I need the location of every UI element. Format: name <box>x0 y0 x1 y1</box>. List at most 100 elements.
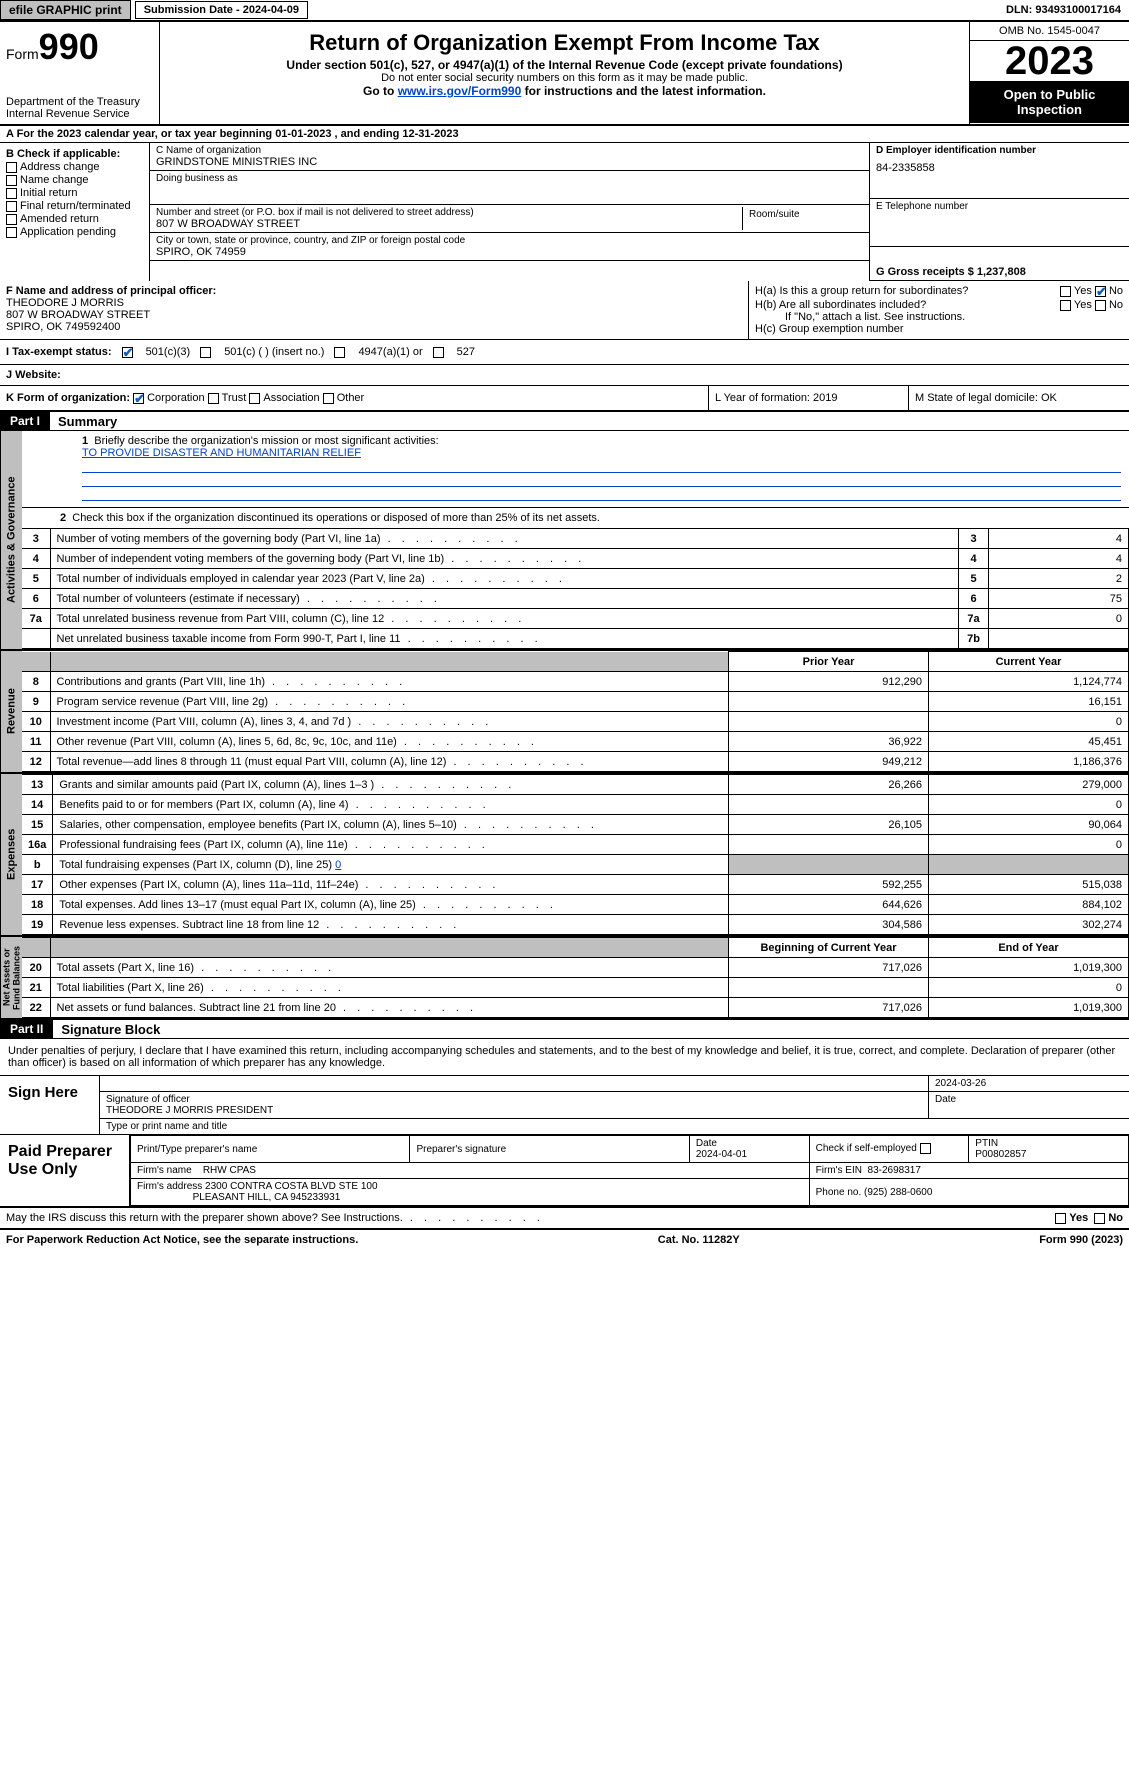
hb-yes-checkbox[interactable] <box>1060 300 1071 311</box>
column-b-checkboxes: B Check if applicable: Address change Na… <box>0 143 150 281</box>
efile-print-button[interactable]: efile GRAPHIC print <box>0 0 131 20</box>
checkbox-501c[interactable] <box>200 347 211 358</box>
row-a-tax-year: A For the 2023 calendar year, or tax yea… <box>0 126 1129 143</box>
row-j-website: J Website: <box>0 365 1129 386</box>
firm-name: RHW CPAS <box>203 1165 256 1176</box>
ha-label: H(a) Is this a group return for subordin… <box>755 285 968 297</box>
section-bcd: B Check if applicable: Address change Na… <box>0 143 1129 281</box>
revenue-table: Prior YearCurrent Year 8Contributions an… <box>22 651 1129 772</box>
expenses-table: 13Grants and similar amounts paid (Part … <box>22 774 1129 935</box>
year-formation: L Year of formation: 2019 <box>709 386 909 410</box>
mission-text: TO PROVIDE DISASTER AND HUMANITARIAN REL… <box>82 447 361 459</box>
checkbox-initial-return[interactable] <box>6 188 17 199</box>
checkbox-final-return[interactable] <box>6 201 17 212</box>
discuss-row: May the IRS discuss this return with the… <box>0 1207 1129 1230</box>
street-label: Number and street (or P.O. box if mail i… <box>156 207 742 218</box>
subtitle-section: Under section 501(c), 527, or 4947(a)(1)… <box>168 58 961 72</box>
top-bar: efile GRAPHIC print Submission Date - 20… <box>0 0 1129 22</box>
net-assets-table: Beginning of Current YearEnd of Year 20T… <box>22 937 1129 1018</box>
sign-here-block: Sign Here 2024-03-26 Signature of office… <box>0 1076 1129 1135</box>
ha-yes-checkbox[interactable] <box>1060 286 1071 297</box>
section-fh: F Name and address of principal officer:… <box>0 281 1129 340</box>
checkbox-self-employed[interactable] <box>920 1143 931 1154</box>
firm-address-2: PLEASANT HILL, CA 945233931 <box>193 1192 341 1203</box>
officer-city: SPIRO, OK 749592400 <box>6 321 742 333</box>
officer-street: 807 W BROADWAY STREET <box>6 309 742 321</box>
ha-no-checkbox[interactable] <box>1095 286 1106 297</box>
dept-treasury: Department of the Treasury <box>6 96 153 108</box>
paperwork-notice: For Paperwork Reduction Act Notice, see … <box>6 1234 358 1246</box>
paid-preparer-block: Paid Preparer Use Only Print/Type prepar… <box>0 1135 1129 1207</box>
checkbox-trust[interactable] <box>208 393 219 404</box>
ein-value: 84-2335858 <box>876 156 1123 174</box>
dba-label: Doing business as <box>156 173 863 184</box>
vtab-net-assets: Net Assets or Fund Balances <box>0 937 22 1018</box>
officer-label: F Name and address of principal officer: <box>6 285 742 297</box>
form-number: Form990 <box>6 26 153 68</box>
state-domicile: M State of legal domicile: OK <box>909 386 1129 410</box>
subtitle-goto: Go to www.irs.gov/Form990 for instructio… <box>168 84 961 98</box>
row-klm: K Form of organization: Corporation Trus… <box>0 386 1129 412</box>
vtab-revenue: Revenue <box>0 651 22 772</box>
vtab-expenses: Expenses <box>0 774 22 935</box>
section-governance: Activities & Governance 1 Briefly descri… <box>0 431 1129 649</box>
catalog-number: Cat. No. 11282Y <box>658 1234 740 1246</box>
section-net-assets: Net Assets or Fund Balances Beginning of… <box>0 935 1129 1018</box>
irs-form990-link[interactable]: www.irs.gov/Form990 <box>398 84 522 98</box>
street-address: 807 W BROADWAY STREET <box>156 218 742 230</box>
ein-label: D Employer identification number <box>876 145 1123 156</box>
checkbox-application-pending[interactable] <box>6 227 17 238</box>
irs-label: Internal Revenue Service <box>6 108 153 120</box>
checkbox-amended-return[interactable] <box>6 214 17 225</box>
form-title: Return of Organization Exempt From Incom… <box>168 30 961 56</box>
firm-phone: (925) 288-0600 <box>864 1187 932 1198</box>
checkbox-4947a1[interactable] <box>334 347 345 358</box>
ptin-value: P00802857 <box>975 1149 1026 1160</box>
sign-here-label: Sign Here <box>0 1076 100 1134</box>
dln-label: DLN: 93493100017164 <box>1006 4 1129 16</box>
officer-name: THEODORE J MORRIS <box>6 297 742 309</box>
preparer-date: 2024-04-01 <box>696 1149 747 1160</box>
section-revenue: Revenue Prior YearCurrent Year 8Contribu… <box>0 649 1129 772</box>
vtab-governance: Activities & Governance <box>0 431 22 649</box>
submission-date: Submission Date - 2024-04-09 <box>135 1 308 19</box>
discuss-no-checkbox[interactable] <box>1094 1213 1105 1224</box>
city-state-zip: SPIRO, OK 74959 <box>156 246 863 258</box>
sign-date: 2024-03-26 <box>929 1076 1129 1091</box>
part-i-header: Part I Summary <box>0 412 1129 431</box>
subtitle-ssn: Do not enter social security numbers on … <box>168 72 961 84</box>
signature-intro: Under penalties of perjury, I declare th… <box>0 1039 1129 1076</box>
checkbox-527[interactable] <box>433 347 444 358</box>
checkbox-corporation[interactable] <box>133 393 144 404</box>
discuss-yes-checkbox[interactable] <box>1055 1213 1066 1224</box>
gross-receipts: G Gross receipts $ 1,237,808 <box>876 266 1026 278</box>
checkbox-name-change[interactable] <box>6 175 17 186</box>
row-i-tax-status: I Tax-exempt status: 501(c)(3) 501(c) ( … <box>0 340 1129 365</box>
checkbox-address-change[interactable] <box>6 162 17 173</box>
firm-ein: 83-2698317 <box>868 1165 921 1176</box>
org-name: GRINDSTONE MINISTRIES INC <box>156 156 863 168</box>
hb-label: H(b) Are all subordinates included? <box>755 299 926 311</box>
governance-table: 3Number of voting members of the governi… <box>22 528 1129 649</box>
q2-label: Check this box if the organization disco… <box>72 512 600 524</box>
firm-address-1: 2300 CONTRA COSTA BLVD STE 100 <box>205 1181 377 1192</box>
checkbox-other[interactable] <box>323 393 334 404</box>
form-header: Form990 Department of the Treasury Inter… <box>0 22 1129 126</box>
room-suite-label: Room/suite <box>749 209 857 220</box>
hc-label: H(c) Group exemption number <box>755 323 1123 335</box>
hb-note: If "No," attach a list. See instructions… <box>755 311 1123 323</box>
section-expenses: Expenses 13Grants and similar amounts pa… <box>0 772 1129 935</box>
open-public-label: Open to Public Inspection <box>970 81 1129 123</box>
paid-preparer-label: Paid Preparer Use Only <box>0 1135 130 1206</box>
page-footer: For Paperwork Reduction Act Notice, see … <box>0 1230 1129 1250</box>
org-name-label: C Name of organization <box>156 145 863 156</box>
checkbox-501c3[interactable] <box>122 347 133 358</box>
checkbox-association[interactable] <box>249 393 260 404</box>
q1-label: Briefly describe the organization's miss… <box>94 435 438 447</box>
phone-label: E Telephone number <box>876 201 1123 212</box>
officer-signature-name: THEODORE J MORRIS PRESIDENT <box>106 1105 273 1116</box>
part-ii-header: Part II Signature Block <box>0 1020 1129 1039</box>
hb-no-checkbox[interactable] <box>1095 300 1106 311</box>
city-label: City or town, state or province, country… <box>156 235 863 246</box>
fundraising-link[interactable]: 0 <box>335 859 341 871</box>
